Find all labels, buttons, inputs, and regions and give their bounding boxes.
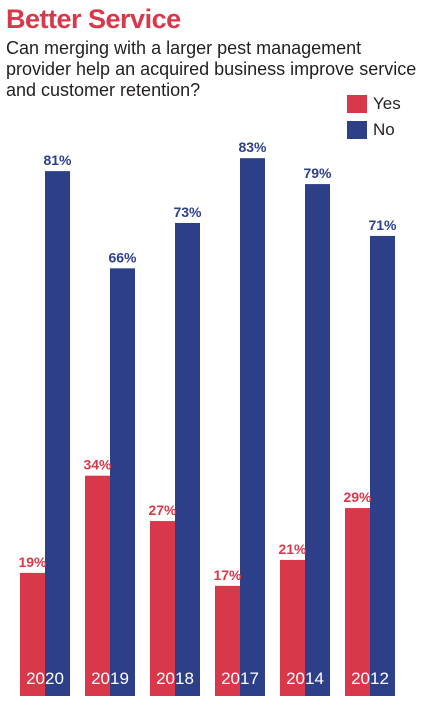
- bar-no-2012: [370, 235, 395, 697]
- value-label-no-2020: 81%: [43, 152, 72, 168]
- year-label-2020: 2020: [26, 669, 64, 688]
- value-label-yes-2017: 17%: [213, 567, 242, 583]
- value-label-yes-2012: 29%: [343, 489, 372, 505]
- legend-label-yes: Yes: [373, 93, 401, 113]
- value-label-no-2019: 66%: [108, 249, 137, 265]
- year-label-2012: 2012: [351, 669, 389, 688]
- value-label-yes-2019: 34%: [83, 457, 112, 473]
- value-label-no-2012: 71%: [368, 217, 397, 233]
- year-label-2017: 2017: [221, 669, 259, 688]
- bar-yes-2014: [280, 559, 305, 696]
- legend-label-no: No: [373, 119, 395, 139]
- bar-no-2017: [240, 158, 265, 696]
- chart-title: Better Service: [6, 4, 181, 34]
- bar-yes-2020: [20, 572, 45, 696]
- bar-group-2018: 27% 73% 2018: [148, 204, 202, 696]
- value-label-yes-2014: 21%: [278, 541, 307, 557]
- chart-subtitle: Can merging with a larger pest managemen…: [6, 38, 417, 100]
- bar-yes-2018: [150, 521, 175, 696]
- bar-yes-2017: [215, 585, 240, 696]
- legend-item-yes: Yes: [347, 92, 401, 115]
- legend: Yes No: [347, 92, 401, 144]
- bar-yes-2012: [345, 508, 370, 696]
- value-label-no-2018: 73%: [173, 204, 202, 220]
- bar-no-2018: [175, 222, 200, 696]
- bar-no-2019: [110, 268, 135, 696]
- bar-group-2012: 29% 71% 2012: [343, 217, 397, 697]
- bar-group-2014: 21% 79% 2014: [278, 165, 332, 696]
- value-label-no-2017: 83%: [238, 139, 267, 155]
- bar-no-2014: [305, 184, 330, 696]
- year-label-2014: 2014: [286, 669, 324, 688]
- legend-item-no: No: [347, 118, 401, 141]
- legend-swatch-yes: [347, 94, 367, 113]
- value-label-no-2014: 79%: [303, 165, 332, 181]
- bar-group-2019: 34% 66% 2019: [83, 249, 137, 696]
- bar-no-2020: [45, 171, 70, 696]
- bar-yes-2019: [85, 475, 110, 696]
- value-label-yes-2018: 27%: [148, 502, 177, 518]
- year-label-2018: 2018: [156, 669, 194, 688]
- bar-group-2020: 19% 81% 2020: [18, 152, 72, 696]
- value-label-yes-2020: 19%: [18, 554, 47, 570]
- year-label-2019: 2019: [91, 669, 129, 688]
- legend-swatch-no: [347, 120, 367, 139]
- bar-group-2017: 17% 83% 2017: [213, 139, 267, 696]
